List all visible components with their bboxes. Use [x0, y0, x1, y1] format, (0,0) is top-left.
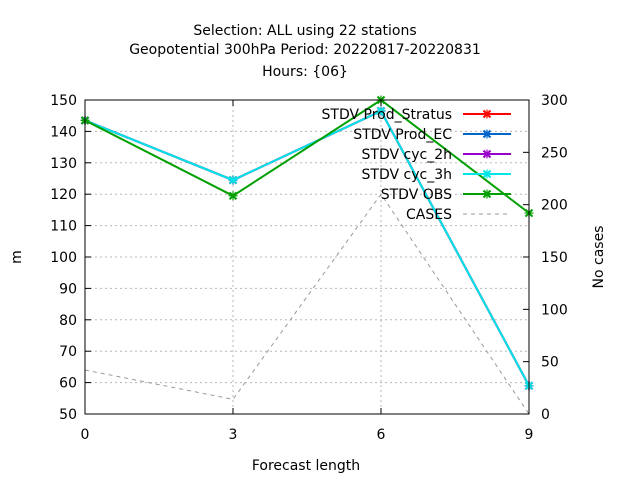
y-tick-label: 130 — [50, 156, 77, 172]
point-stdv-cyc-3h — [376, 106, 386, 116]
legend-item-cases: CASES — [406, 207, 511, 223]
y-tick-label: 100 — [50, 250, 77, 266]
legend-label: STDV OBS — [381, 187, 452, 203]
series-line-stdv-prod-ec — [84, 109, 530, 387]
axis-ticks: 5060708090100110120130140150050100150200… — [50, 93, 567, 443]
series-line-stdv-cyc-2h — [84, 109, 530, 387]
title-line-2: Geopotential 300hPa Period: 20220817-202… — [129, 42, 481, 58]
y2-tick-label: 100 — [541, 302, 568, 318]
x-tick-label: 0 — [81, 427, 90, 443]
legend-marker — [482, 149, 492, 159]
legend-label: STDV Prod_EC — [353, 127, 452, 143]
legend-marker — [482, 109, 492, 119]
legend-label: STDV Prod_Stratus — [322, 107, 452, 123]
chart-title: Selection: ALL using 22 stations Geopote… — [129, 23, 481, 80]
x-tick-label: 6 — [377, 427, 386, 443]
legend: STDV Prod_Stratus STDV Prod_EC STDV cyc_2h… — [322, 107, 511, 223]
y2-tick-label: 300 — [541, 93, 568, 109]
legend-marker — [482, 169, 492, 179]
y-tick-label: 60 — [59, 376, 77, 392]
title-line-3: Hours: {06} — [262, 64, 348, 80]
legend-item-stdv-prod-stratus: STDV Prod_Stratus — [322, 107, 511, 123]
y-tick-label: 50 — [59, 407, 77, 423]
x-axis-label: Forecast length — [252, 458, 360, 474]
y2-tick-label: 50 — [541, 355, 559, 371]
legend-label: STDV cyc_3h — [362, 167, 452, 183]
series-layer — [80, 95, 534, 415]
y-tick-label: 70 — [59, 344, 77, 360]
y-tick-label: 110 — [50, 219, 77, 235]
legend-item-stdv-prod-ec: STDV Prod_EC — [353, 127, 511, 143]
y2-tick-label: 150 — [541, 250, 568, 266]
y2-tick-label: 250 — [541, 145, 568, 161]
legend-item-stdv-obs: STDV OBS — [381, 187, 511, 203]
y2-tick-label: 0 — [541, 407, 550, 423]
grid-lines — [85, 100, 529, 414]
legend-marker — [482, 129, 492, 139]
legend-item-stdv-cyc-3h: STDV cyc_3h — [362, 167, 511, 183]
legend-item-stdv-cyc-2h: STDV cyc_2h — [362, 147, 511, 163]
y2-tick-label: 200 — [541, 198, 568, 214]
y-axis-label: m — [9, 250, 25, 264]
x-tick-label: 9 — [525, 427, 534, 443]
y-tick-label: 120 — [50, 187, 77, 203]
legend-marker — [482, 189, 492, 199]
x-tick-label: 3 — [229, 427, 238, 443]
series-line-stdv-prod-stratus — [84, 109, 530, 387]
point-stdv-obs — [228, 191, 238, 201]
series-line-stdv-obs — [84, 98, 530, 214]
title-line-1: Selection: ALL using 22 stations — [193, 23, 416, 39]
y-tick-label: 150 — [50, 93, 77, 109]
series-line-stdv-cyc-3h — [84, 109, 530, 387]
y2-axis-label: No cases — [591, 226, 607, 289]
y-tick-label: 140 — [50, 124, 77, 140]
legend-label: CASES — [406, 207, 452, 223]
series-cases — [84, 193, 530, 415]
series-line-cases — [84, 193, 530, 415]
y-tick-label: 90 — [59, 281, 77, 297]
legend-label: STDV cyc_2h — [362, 147, 452, 163]
y-tick-label: 80 — [59, 313, 77, 329]
point-stdv-cyc-3h — [228, 175, 238, 185]
